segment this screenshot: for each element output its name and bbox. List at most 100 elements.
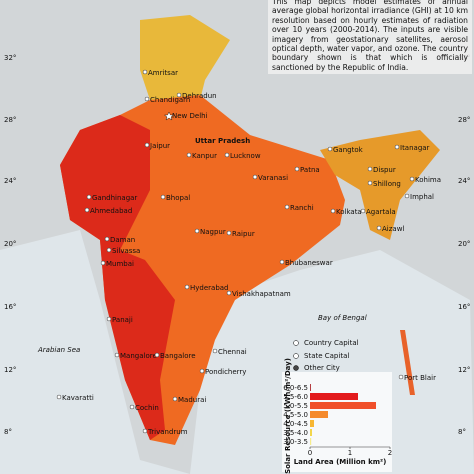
description: This map depicts model estimates of annu… <box>268 0 472 75</box>
city-label: Nagpur <box>200 228 226 236</box>
city-label: Pondicherry <box>205 368 246 376</box>
city-label: Dispur <box>373 166 396 174</box>
sea-label: Bay of Bengal <box>318 314 367 322</box>
legend-marker <box>293 365 299 371</box>
city-marker <box>212 348 218 354</box>
city-label: Mangalore <box>120 352 157 360</box>
city-marker <box>330 208 336 214</box>
lat-label-right: 8° <box>458 428 466 436</box>
city-label: Raipur <box>232 230 255 238</box>
lat-label-right: 28° <box>458 116 470 124</box>
city-label: Kavaratti <box>62 394 94 402</box>
x-tick-label: 0 <box>308 449 312 457</box>
city-marker <box>176 92 182 98</box>
lat-label-left: 24° <box>4 177 16 185</box>
city-marker <box>226 290 232 296</box>
city-marker <box>398 374 404 380</box>
andaman <box>400 330 415 395</box>
city-label: Shillong <box>373 180 401 188</box>
city-label: Vishakhapatnam <box>232 290 291 298</box>
legend-label: State Capital <box>304 352 349 360</box>
city-marker <box>279 259 285 265</box>
city-marker <box>199 368 205 374</box>
legend-label: Country Capital <box>304 339 359 347</box>
category-label: 3.5-4.0 <box>283 429 308 437</box>
city-label: Patna <box>300 166 320 174</box>
city-label: Lucknow <box>230 152 261 160</box>
lat-label-left: 28° <box>4 116 16 124</box>
city-label: Bhopal <box>166 194 190 202</box>
bar <box>310 402 376 409</box>
city-marker <box>224 152 230 158</box>
city-label: Mumbai <box>106 260 134 268</box>
city-label: Kolkata <box>336 208 362 216</box>
city-marker <box>404 193 410 199</box>
city-marker <box>114 352 120 358</box>
city-marker <box>144 142 150 148</box>
city-label: Dehradun <box>182 92 217 100</box>
city-marker <box>376 225 382 231</box>
north-region <box>140 15 230 110</box>
lat-label-right: 24° <box>458 177 470 185</box>
city-marker <box>100 260 106 266</box>
city-label: Kanpur <box>192 152 217 160</box>
bay-of-bengal <box>190 250 474 474</box>
city-label: Bangalore <box>160 352 196 360</box>
city-marker <box>284 204 290 210</box>
city-marker <box>360 208 366 214</box>
city-label: Gandhinagar <box>92 194 137 202</box>
sea-label: Arabian Sea <box>37 346 80 354</box>
city-marker <box>172 396 178 402</box>
city-marker <box>129 404 135 410</box>
lat-label-left: 32° <box>4 54 16 62</box>
x-tick-label: 1 <box>348 449 352 457</box>
lat-label-right: 16° <box>458 303 470 311</box>
region-label: Uttar Pradesh <box>195 137 250 145</box>
bar <box>310 438 312 445</box>
city-label: Trivandrum <box>147 428 188 436</box>
northeast <box>320 130 440 240</box>
lat-label-left: 8° <box>4 428 12 436</box>
inset-chart: Solar Resource (kWh/m²/Day)6.0-6.55.5-6.… <box>282 358 392 474</box>
city-label: Ranchi <box>290 204 314 212</box>
city-marker <box>142 428 148 434</box>
lat-label-left: 16° <box>4 303 16 311</box>
chart-title: Solar Resource (kWh/m²/Day) <box>284 358 292 474</box>
lat-label-right: 20° <box>458 240 470 248</box>
legend-marker <box>293 340 299 346</box>
city-marker <box>194 228 200 234</box>
country-capital-marker <box>163 111 175 121</box>
bar <box>310 384 311 391</box>
city-marker <box>327 146 333 152</box>
city-label: Jaipur <box>149 142 170 150</box>
city-label: Madurai <box>178 396 206 404</box>
city-label: New Delhi <box>172 112 208 120</box>
city-label: Bhubaneswar <box>285 259 333 267</box>
city-label: Cochin <box>135 404 159 412</box>
lat-label-left: 20° <box>4 240 16 248</box>
city-label: Chandigarh <box>150 96 190 104</box>
city-marker <box>144 96 150 102</box>
legend-marker <box>293 353 299 359</box>
bar <box>310 429 312 436</box>
city-marker <box>409 176 415 182</box>
city-label: Varanasi <box>258 174 288 182</box>
arabian-sea <box>0 230 190 474</box>
x-tick-label: 2 <box>388 449 392 457</box>
city-label: Agartala <box>366 208 396 216</box>
city-marker <box>56 394 62 400</box>
city-marker <box>367 166 373 172</box>
city-marker <box>160 194 166 200</box>
category-label: 3.0-3.5 <box>283 438 308 446</box>
x-axis-label: Land Area (Million km²) <box>294 458 387 466</box>
city-marker <box>84 207 90 213</box>
city-label: Panaji <box>112 316 133 324</box>
city-label: Gangtok <box>333 146 364 154</box>
city-label: Imphal <box>410 193 434 201</box>
city-marker <box>294 166 300 172</box>
bar <box>310 411 328 418</box>
category-label: 5.5-6.0 <box>283 393 308 401</box>
city-label: Daman <box>110 236 135 244</box>
